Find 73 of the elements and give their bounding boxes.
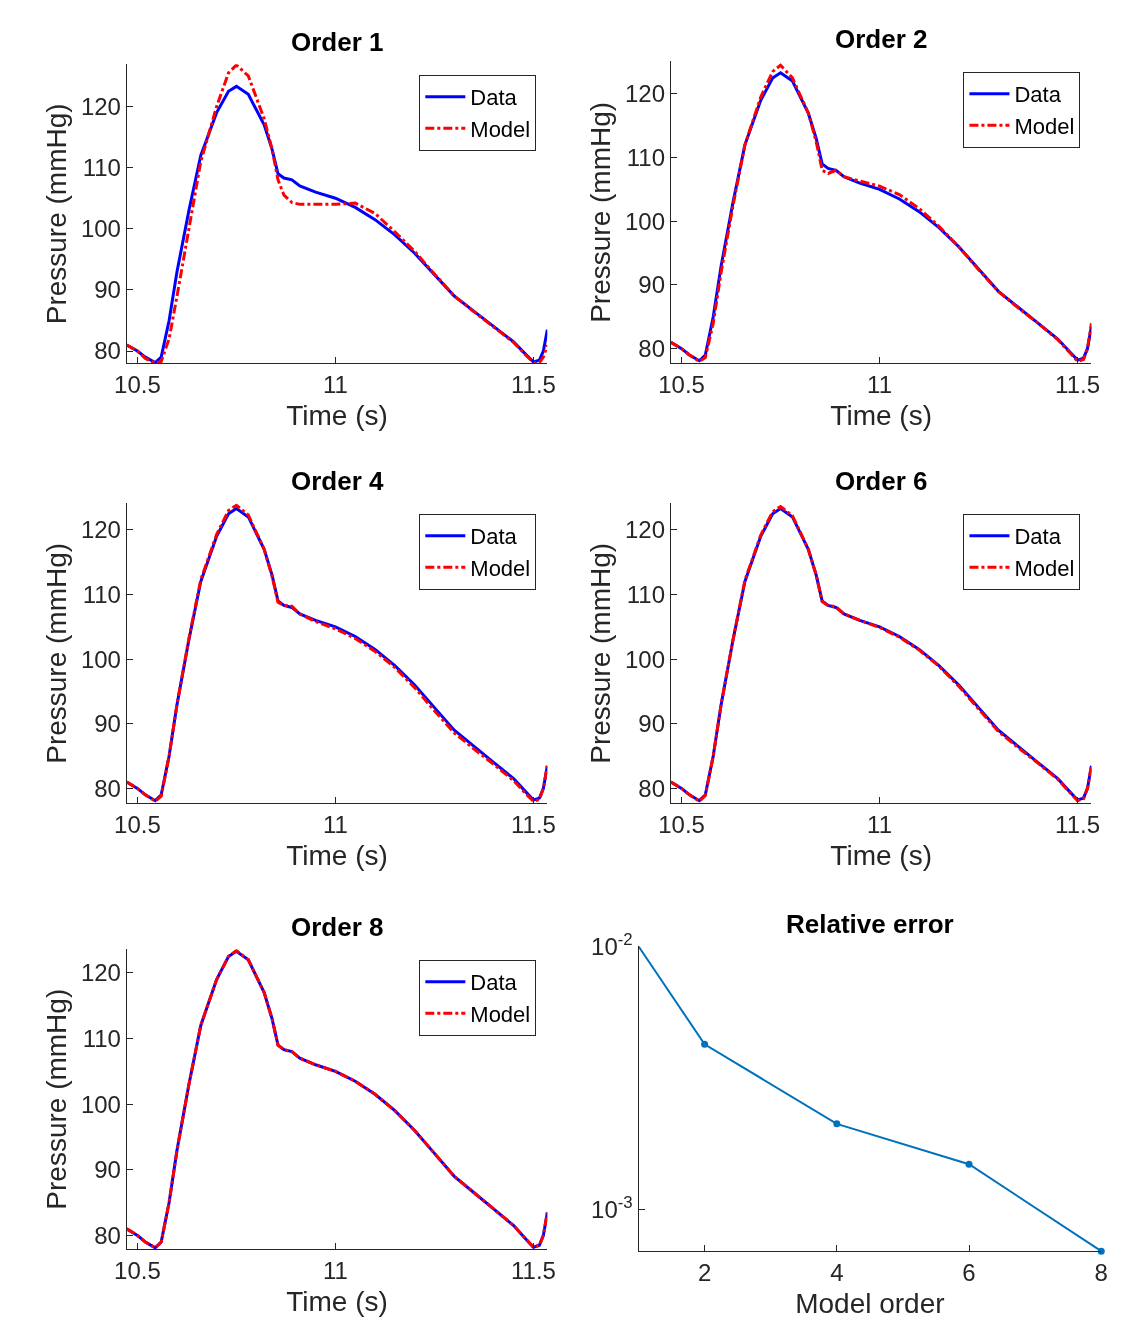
x-axis-title: Time (s) (830, 840, 932, 872)
legend-label: Model (470, 1001, 531, 1027)
x-tick-label: 6 (962, 1258, 976, 1286)
x-tick-label: 4 (830, 1258, 844, 1286)
x-tick-label: 10.5 (114, 371, 161, 399)
y-tick-label: 80 (94, 1221, 121, 1249)
x-tick-label: 10.5 (114, 1256, 161, 1284)
x-tick-label: 2 (697, 1258, 712, 1286)
chart-title: Order 1 (291, 27, 384, 57)
y-axis-title: Pressure (mmHg) (40, 988, 72, 1210)
y-tick-label: 100 (80, 1090, 121, 1118)
legend-label: Data (470, 970, 518, 996)
x-tick-label: 11 (322, 811, 348, 839)
y-tick-label: 90 (94, 710, 121, 738)
x-tick-label: 11.5 (510, 811, 556, 839)
x-tick-label: 10.5 (658, 371, 705, 399)
x-tick-label: 11 (867, 811, 893, 839)
legend-label: Data (1014, 82, 1062, 108)
y-tick-label: 80 (638, 774, 666, 802)
x-tick-label: 11.5 (1055, 371, 1101, 399)
y-axis-title: Pressure (mmHg) (40, 542, 72, 764)
y-tick-label: 110 (82, 580, 121, 608)
x-tick-label: 10.5 (658, 811, 705, 839)
chart-title: Relative error (786, 909, 954, 939)
chart-title: Order 4 (291, 466, 385, 496)
y-tick-label: 80 (94, 337, 121, 365)
y-tick-label: 100 (80, 215, 121, 243)
chart-title: Order 2 (835, 24, 928, 54)
y-tick-label: 90 (638, 271, 666, 299)
chart-title: Order 6 (835, 466, 928, 496)
y-tick-label: 90 (94, 1156, 121, 1184)
x-tick-label: 11 (867, 371, 893, 399)
y-axis-title: Pressure (mmHg) (40, 103, 72, 325)
y-tick-label: 110 (82, 154, 121, 182)
legend-label: Model (1014, 555, 1075, 581)
x-tick-label: 10.5 (114, 811, 161, 839)
y-tick-label: 110 (82, 1024, 121, 1052)
legend-label: Model (470, 555, 531, 581)
x-axis-title: Time (s) (286, 1286, 388, 1318)
y-axis-title: Pressure (mmHg) (584, 101, 616, 323)
x-tick-label: 11 (322, 371, 348, 399)
x-axis-title: Time (s) (830, 400, 932, 432)
legend-label: Data (1014, 524, 1062, 550)
x-axis-title: Model order (795, 1288, 945, 1320)
y-tick-label: 120 (80, 92, 121, 120)
x-axis-title: Time (s) (286, 840, 388, 872)
chart-title: Order 8 (291, 912, 384, 942)
legend-label: Model (470, 116, 531, 142)
y-tick-label: 10$^{-3}$ (591, 1193, 633, 1224)
x-tick-label: 11.5 (510, 1256, 556, 1284)
y-tick-label: 80 (638, 335, 666, 363)
legend-label: Model (1014, 113, 1075, 139)
y-tick-label: 100 (625, 207, 666, 235)
x-tick-label: 11.5 (510, 371, 556, 399)
y-tick-label: 100 (625, 645, 666, 673)
y-tick-label: 110 (626, 580, 666, 608)
x-axis-title: Time (s) (286, 400, 388, 432)
y-tick-label: 120 (80, 959, 121, 987)
legend-label: Data (470, 524, 518, 550)
y-tick-label: 110 (626, 143, 666, 171)
y-axis-title: Pressure (mmHg) (584, 542, 616, 764)
x-tick-label: 8 (1094, 1258, 1108, 1286)
legend-label: Data (470, 85, 518, 111)
x-tick-label: 11.5 (1055, 811, 1101, 839)
y-tick-label: 120 (80, 516, 121, 544)
y-tick-label: 120 (625, 80, 666, 108)
y-tick-label: 10$^{-2}$ (591, 929, 633, 960)
y-tick-label: 90 (638, 710, 666, 738)
y-tick-label: 80 (94, 774, 121, 802)
y-tick-label: 120 (625, 516, 666, 544)
y-tick-label: 100 (80, 645, 121, 673)
x-tick-label: 11 (322, 1256, 348, 1284)
y-tick-label: 90 (94, 276, 121, 304)
